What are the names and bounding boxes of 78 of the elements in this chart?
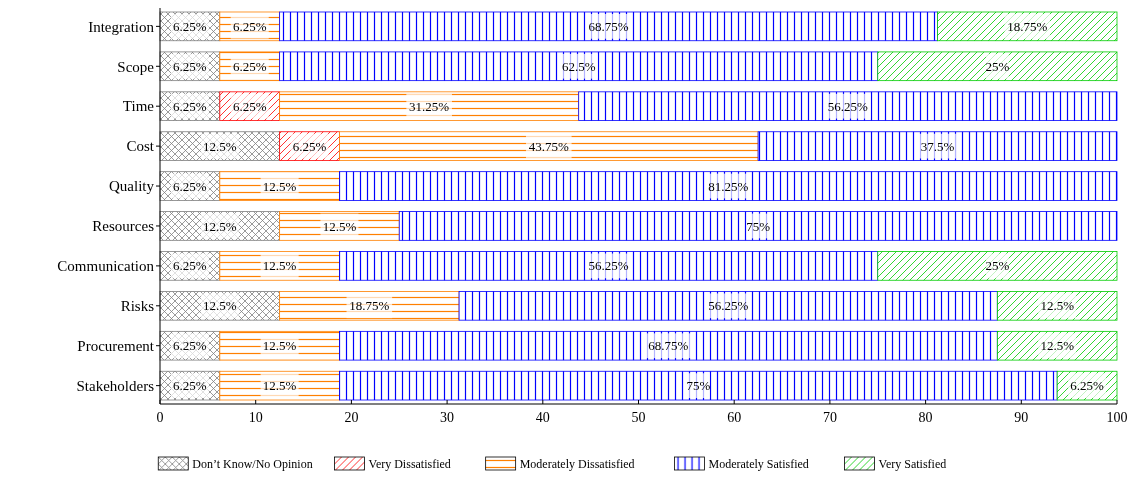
data-label: 12.5%: [1040, 338, 1075, 354]
bar: [279, 51, 879, 82]
data-label: 56.25%: [588, 258, 629, 274]
data-label: 6.25%: [173, 338, 207, 354]
bar: [398, 211, 1118, 241]
x-tick-label: 100: [1106, 410, 1128, 425]
data-label: 18.75%: [349, 298, 390, 314]
bar: [877, 51, 1118, 82]
data-label: 25%: [985, 58, 1010, 74]
data-label: 75%: [686, 378, 711, 394]
y-tick-label: Integration: [88, 18, 155, 35]
data-label: 31.25%: [409, 98, 450, 114]
data-label: 12.5%: [203, 138, 237, 154]
y-tick-label: Scope: [117, 58, 155, 75]
data-label: 43.75%: [528, 138, 569, 154]
data-label: 6.25%: [173, 18, 207, 34]
data-label: 12.5%: [262, 258, 297, 274]
data-label: 6.25%: [173, 258, 207, 274]
data-label: 12.5%: [262, 338, 297, 354]
x-tick-label: 40: [535, 410, 550, 425]
bar: [458, 291, 998, 321]
y-tick-label: Communication: [57, 258, 155, 275]
data-label: 56.25%: [708, 298, 749, 314]
data-label: 6.25%: [232, 98, 267, 114]
legend-label: Very Satisfied: [878, 457, 947, 472]
data-label: 81.25%: [708, 178, 749, 194]
x-tick-label: 10: [248, 410, 263, 425]
x-tick-label: 70: [822, 410, 837, 425]
bar: [578, 91, 1118, 121]
x-tick-label: 30: [440, 410, 455, 425]
y-tick-label: Time: [122, 98, 155, 115]
data-label: 6.25%: [173, 378, 207, 394]
x-tick-label: 90: [1014, 410, 1029, 425]
data-label: 6.25%: [232, 58, 267, 74]
y-tick-label: Procurement: [77, 337, 155, 354]
data-label: 25%: [985, 258, 1010, 274]
data-label: 12.5%: [203, 298, 237, 314]
data-label: 12.5%: [203, 218, 237, 234]
data-label: 37.5%: [920, 138, 955, 154]
y-tick-label: Resources: [92, 218, 155, 235]
bar: [339, 330, 998, 361]
bar: [279, 11, 938, 42]
y-tick-label: Stakeholders: [76, 377, 155, 394]
data-label: 12.5%: [1040, 298, 1075, 314]
bar: [877, 251, 1118, 281]
legend-label: Very Dissatisfied: [368, 457, 451, 472]
bar: [339, 131, 759, 161]
data-label: 6.25%: [173, 58, 207, 74]
legend-label: Moderately Satisfied: [708, 457, 809, 472]
data-label: 75%: [746, 218, 771, 234]
bar: [339, 370, 1058, 401]
data-label: 68.75%: [588, 18, 629, 34]
data-label: 6.25%: [173, 98, 207, 114]
y-tick-label: Quality: [109, 178, 155, 195]
data-label: 12.5%: [262, 178, 297, 194]
data-label: 6.25%: [292, 138, 327, 154]
x-tick-label: 20: [344, 410, 359, 425]
x-tick-label: 0: [156, 410, 164, 425]
data-label: 6.25%: [232, 18, 267, 34]
bar: [757, 131, 1118, 161]
data-label: 68.75%: [648, 338, 689, 354]
y-tick-label: Cost: [126, 138, 155, 155]
data-label: 18.75%: [1007, 18, 1048, 34]
bar: [339, 251, 879, 281]
data-label: 6.25%: [1070, 378, 1105, 394]
legend-label: Don’t Know/No Opinion: [192, 457, 313, 472]
x-tick-label: 80: [918, 410, 933, 425]
x-tick-label: 50: [631, 410, 646, 425]
data-label: 12.5%: [322, 218, 357, 234]
data-label: 12.5%: [262, 378, 297, 394]
bar: [339, 171, 1118, 201]
data-label: 62.5%: [561, 58, 596, 74]
y-tick-label: Risks: [120, 298, 155, 315]
data-label: 6.25%: [173, 178, 207, 194]
x-tick-label: 60: [727, 410, 742, 425]
data-label: 56.25%: [827, 98, 869, 114]
legend-label: Moderately Dissatisfied: [519, 457, 635, 472]
bar: [279, 91, 580, 121]
